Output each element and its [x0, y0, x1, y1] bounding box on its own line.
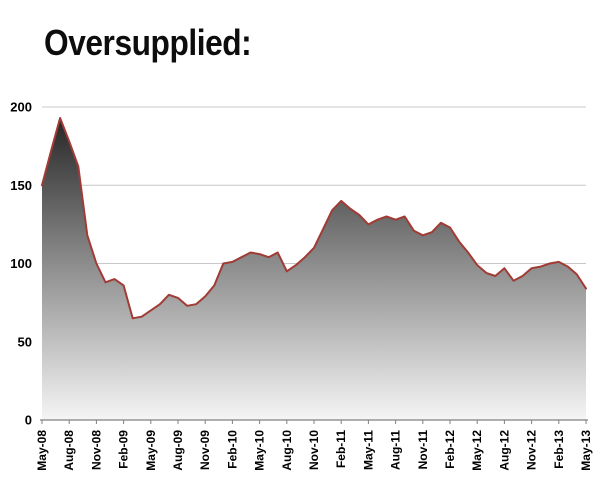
x-tick-label: May-12 [470, 430, 484, 471]
x-tick-label: Nov-11 [416, 430, 430, 470]
x-tick-label: Aug-10 [280, 430, 294, 471]
y-tick-label: 50 [18, 334, 32, 349]
trend-line [41, 117, 587, 320]
x-tick-label: May-13 [579, 430, 593, 471]
x-tick-label: Aug-11 [389, 430, 403, 470]
x-tick-label: Feb-11 [334, 430, 348, 468]
x-tick-label: Aug-12 [497, 430, 511, 471]
y-tick-label: 0 [25, 413, 32, 428]
x-tick-label: Nov-08 [89, 430, 103, 470]
y-tick-label: 150 [10, 178, 32, 193]
x-tick-label: May-10 [253, 430, 267, 471]
x-tick-label: Aug-08 [62, 430, 76, 471]
y-tick-label: 200 [10, 100, 32, 115]
x-tick-label: Feb-12 [443, 430, 457, 469]
x-tick-label: May-09 [144, 430, 158, 471]
x-tick-label: May-11 [361, 430, 375, 470]
area-fill [42, 118, 586, 420]
x-tick-label: Nov-09 [198, 430, 212, 470]
x-tick-label: Aug-09 [171, 430, 185, 471]
chart-title: Oversupplied: [44, 22, 252, 63]
x-tick-label: Nov-10 [307, 430, 321, 470]
x-tick-label: Feb-10 [225, 430, 239, 469]
x-tick-label: May-08 [35, 430, 49, 471]
x-tick-label: Feb-09 [117, 430, 131, 469]
x-tick-label: Nov-12 [525, 430, 539, 470]
y-tick-label: 100 [10, 256, 32, 271]
x-tick-label: Feb-13 [552, 430, 566, 469]
